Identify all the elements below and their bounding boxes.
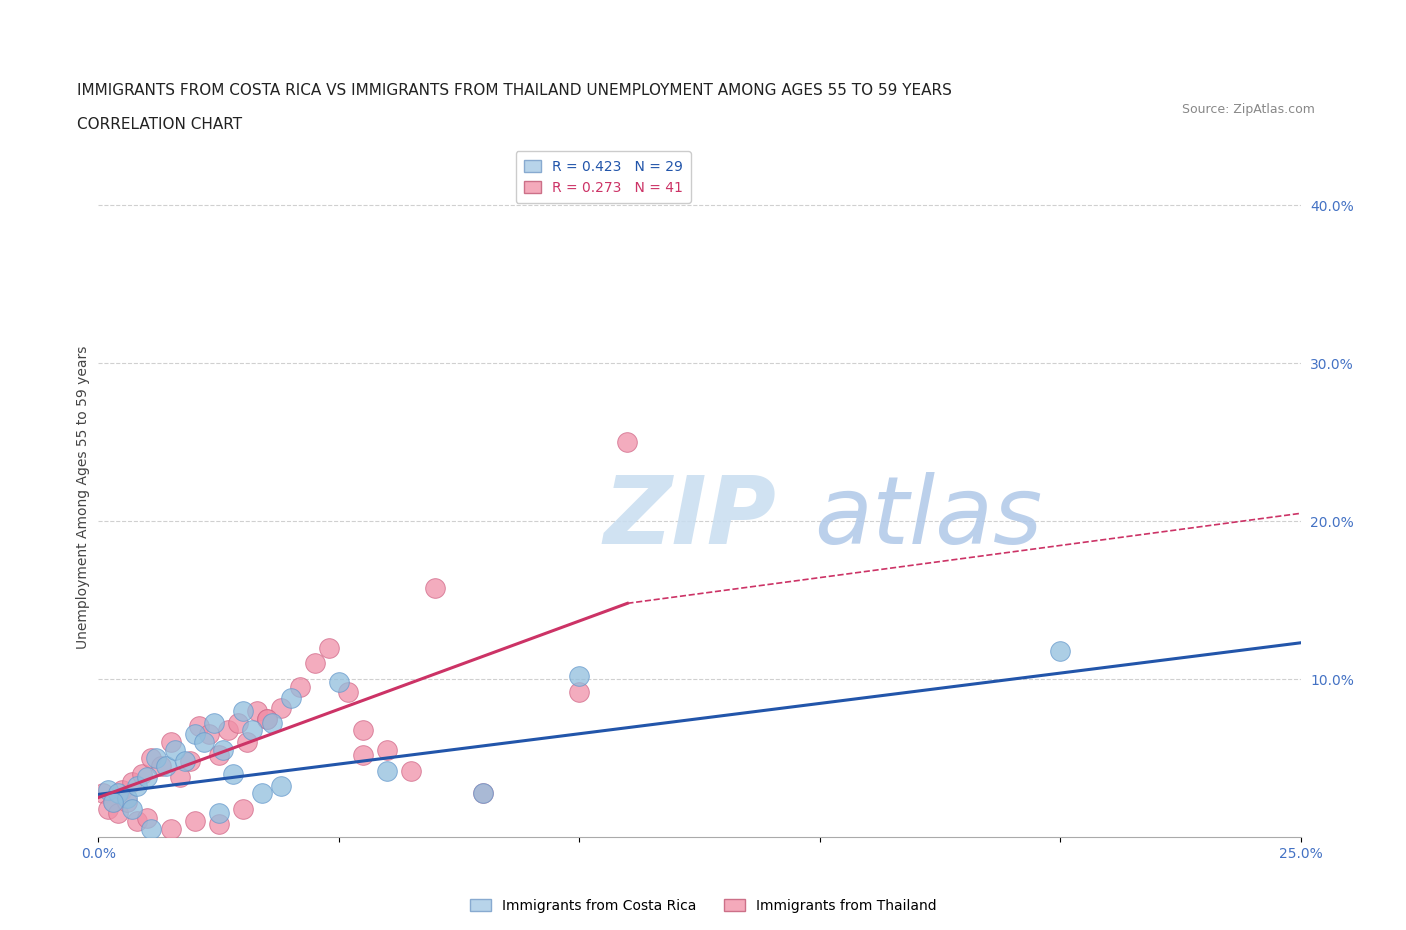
Point — [352, 748, 374, 763]
Point — [270, 700, 292, 715]
Text: atlas: atlas — [814, 472, 1042, 564]
Point — [260, 716, 283, 731]
Point — [568, 669, 591, 684]
Point — [246, 703, 269, 718]
Point — [107, 785, 129, 800]
Text: Source: ZipAtlas.com: Source: ZipAtlas.com — [1181, 103, 1315, 116]
Point — [117, 790, 139, 805]
Point — [256, 711, 278, 726]
Y-axis label: Unemployment Among Ages 55 to 59 years: Unemployment Among Ages 55 to 59 years — [76, 346, 90, 649]
Point — [423, 580, 446, 595]
Point — [97, 801, 120, 816]
Point — [198, 727, 221, 742]
Point — [117, 795, 139, 810]
Legend: R = 0.423   N = 29, R = 0.273   N = 41: R = 0.423 N = 29, R = 0.273 N = 41 — [516, 152, 690, 203]
Point — [616, 435, 638, 450]
Point — [318, 640, 340, 655]
Point — [328, 675, 350, 690]
Point — [101, 795, 124, 810]
Point — [111, 782, 134, 797]
Point — [290, 680, 312, 695]
Point — [169, 769, 191, 784]
Point — [236, 735, 259, 750]
Point — [208, 806, 231, 821]
Point — [193, 735, 215, 750]
Text: IMMIGRANTS FROM COSTA RICA VS IMMIGRANTS FROM THAILAND UNEMPLOYMENT AMONG AGES 5: IMMIGRANTS FROM COSTA RICA VS IMMIGRANTS… — [77, 83, 952, 98]
Point — [107, 806, 129, 821]
Point — [270, 779, 292, 794]
Point — [183, 814, 205, 829]
Point — [135, 811, 157, 826]
Text: ZIP: ZIP — [603, 472, 776, 564]
Point — [202, 716, 225, 731]
Point — [125, 814, 148, 829]
Point — [304, 656, 326, 671]
Point — [125, 779, 148, 794]
Point — [226, 716, 249, 731]
Text: CORRELATION CHART: CORRELATION CHART — [77, 117, 242, 132]
Point — [145, 751, 167, 765]
Point — [280, 691, 302, 706]
Point — [222, 766, 245, 781]
Point — [208, 817, 231, 831]
Point — [135, 769, 157, 784]
Point — [188, 719, 211, 734]
Point — [149, 759, 172, 774]
Point — [141, 822, 163, 837]
Point — [179, 754, 201, 769]
Point — [256, 711, 278, 726]
Point — [240, 723, 263, 737]
Point — [250, 785, 273, 800]
Point — [375, 764, 398, 778]
Point — [375, 743, 398, 758]
Point — [121, 801, 143, 816]
Point — [568, 684, 591, 699]
Point — [121, 775, 143, 790]
Point — [337, 684, 360, 699]
Legend: Immigrants from Costa Rica, Immigrants from Thailand: Immigrants from Costa Rica, Immigrants f… — [464, 894, 942, 919]
Point — [159, 822, 181, 837]
Point — [352, 723, 374, 737]
Point — [165, 743, 187, 758]
Point — [472, 785, 495, 800]
Point — [97, 782, 120, 797]
Point — [183, 727, 205, 742]
Point — [208, 748, 231, 763]
Point — [159, 735, 181, 750]
Point — [1049, 644, 1071, 658]
Point — [232, 801, 254, 816]
Point — [232, 703, 254, 718]
Point — [217, 723, 239, 737]
Point — [399, 764, 422, 778]
Point — [155, 759, 177, 774]
Point — [101, 795, 124, 810]
Point — [472, 785, 495, 800]
Point — [212, 743, 235, 758]
Point — [91, 785, 114, 800]
Point — [141, 751, 163, 765]
Point — [174, 754, 197, 769]
Point — [131, 766, 153, 781]
